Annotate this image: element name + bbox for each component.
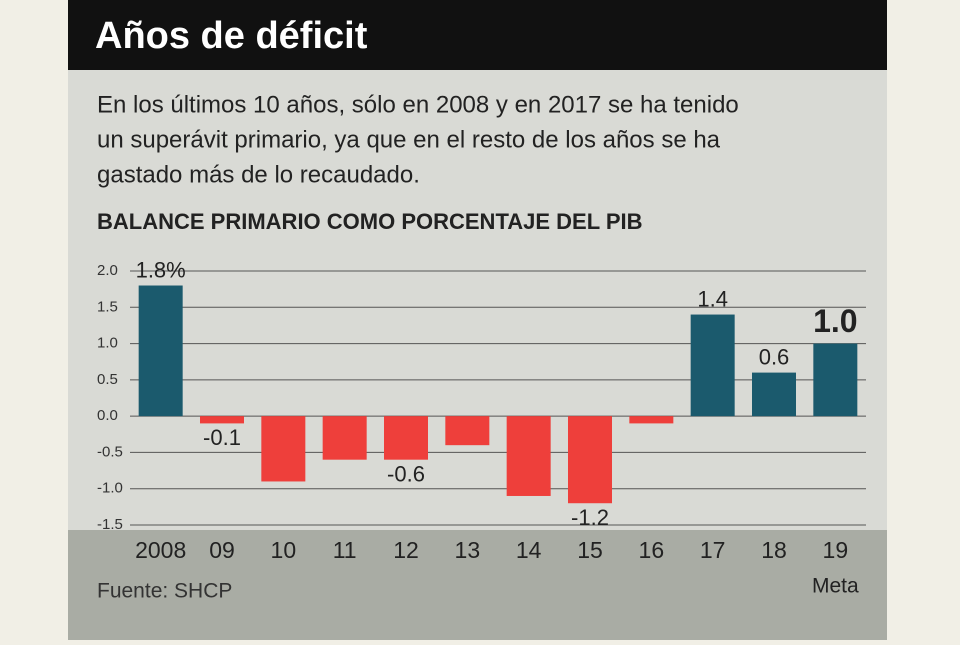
value-label: 1.4 <box>697 286 728 311</box>
subtitle: gastado más de lo recaudado. <box>97 161 420 188</box>
chart-title: Años de déficit <box>95 15 368 57</box>
footer-band <box>68 530 887 640</box>
x-tick-label: 11 <box>333 537 357 563</box>
header <box>68 0 887 70</box>
y-tick-label: -1.5 <box>97 516 123 533</box>
bar <box>138 285 183 417</box>
value-label: -0.1 <box>203 425 241 450</box>
x-tick-label: 12 <box>393 537 419 563</box>
value-label: 0.6 <box>759 344 790 369</box>
x-tick-label: 16 <box>639 537 665 563</box>
subtitle: En los últimos 10 años, sólo en 2008 y e… <box>97 91 739 118</box>
x-tick-label: 14 <box>516 537 542 563</box>
bar <box>445 416 490 446</box>
chart-subtitle: BALANCE PRIMARIO COMO PORCENTAJE DEL PIB <box>97 209 643 234</box>
x-tick-label: 09 <box>209 537 235 563</box>
y-tick-label: 0.5 <box>97 371 118 388</box>
x-tick-label: 19 <box>823 537 849 563</box>
bar <box>261 416 306 482</box>
y-tick-label: -1.0 <box>97 480 123 497</box>
y-tick-label: 1.0 <box>97 335 118 352</box>
bar <box>629 416 674 424</box>
y-tick-label: 0.0 <box>97 407 118 424</box>
subtitle: un superávit primario, ya que en el rest… <box>97 126 721 153</box>
value-label: -1.2 <box>571 505 609 530</box>
bar <box>506 416 551 496</box>
value-label: 1.0 <box>813 303 857 339</box>
value-label: -0.6 <box>387 461 425 486</box>
value-label: 1.8% <box>136 257 186 282</box>
bar <box>200 416 244 424</box>
bar <box>690 314 735 417</box>
x-tick-label: 13 <box>455 537 481 563</box>
bar <box>568 416 612 504</box>
bar <box>384 416 428 460</box>
bar <box>752 372 796 417</box>
source: Fuente: SHCP <box>97 580 232 603</box>
x-tick-label: 15 <box>577 537 603 563</box>
bar <box>322 416 367 460</box>
x-tick-label: 10 <box>271 537 297 563</box>
y-tick-label: -0.5 <box>97 443 123 460</box>
x-tick-label: 2008 <box>135 537 186 563</box>
y-tick-label: 2.0 <box>97 262 118 279</box>
x-tick-label: 17 <box>700 537 726 563</box>
x-tick-sublabel: Meta <box>812 575 859 598</box>
y-tick-label: 1.5 <box>97 298 118 315</box>
x-tick-label: 18 <box>761 537 787 563</box>
bar <box>813 343 858 417</box>
